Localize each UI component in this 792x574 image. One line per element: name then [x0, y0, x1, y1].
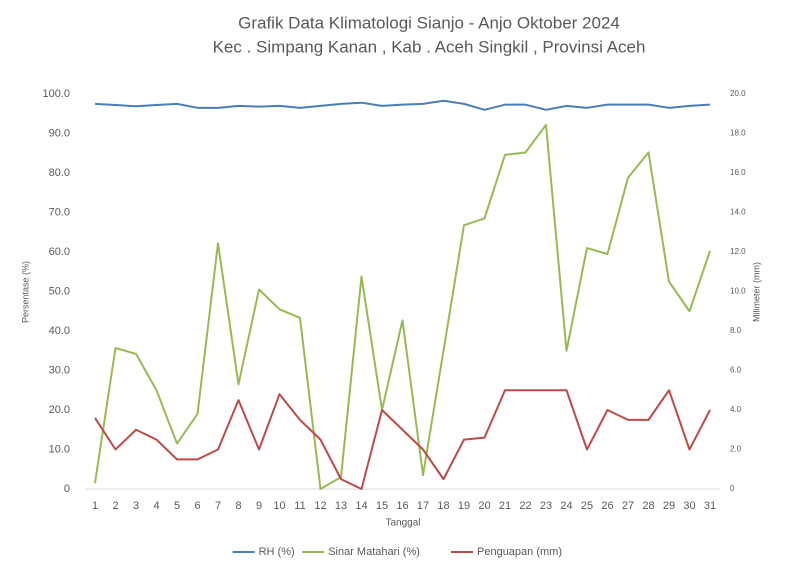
y-tick-label: 10.0	[49, 443, 70, 455]
x-tick-label: 4	[153, 500, 159, 512]
y-tick-label: 70.0	[49, 206, 70, 218]
x-tick-label: 8	[235, 500, 241, 512]
x-tick-label: 21	[499, 500, 511, 512]
x-tick-label: 2	[112, 500, 118, 512]
y2-tick-label: 6.0	[730, 366, 742, 375]
x-tick-label: 28	[642, 500, 654, 512]
x-tick-label: 14	[355, 500, 367, 512]
x-tick-label: 16	[396, 500, 408, 512]
x-tick-label: 5	[174, 500, 180, 512]
x-tick-label: 11	[294, 500, 305, 512]
y2-tick-label: 8.0	[730, 326, 742, 335]
x-tick-label: 22	[519, 500, 531, 512]
x-tick-label: 19	[458, 500, 470, 512]
x-tick-label: 12	[314, 500, 326, 512]
x-tick-label: 30	[683, 500, 695, 512]
y2-tick-label: 20.0	[730, 89, 746, 98]
x-tick-label: 1	[92, 500, 98, 512]
y2-tick-label: 2.0	[730, 445, 742, 454]
x-tick-label: 13	[335, 500, 347, 512]
x-tick-label: 7	[215, 500, 221, 512]
x-tick-label: 29	[663, 500, 675, 512]
y-tick-label: 60.0	[49, 246, 70, 258]
y2-tick-label: 0	[730, 484, 735, 493]
y-tick-label: 50.0	[49, 285, 70, 297]
y2-tick-label: 16.0	[730, 168, 746, 177]
series-line	[94, 123, 711, 490]
chart-subtitle: Kec . Simpang Kanan , Kab . Aceh Singkil…	[213, 37, 646, 56]
y2-tick-label: 18.0	[730, 129, 746, 138]
series-line	[94, 99, 711, 111]
y-tick-label: 0	[64, 483, 70, 495]
chart-title: Grafik Data Klimatologi Sianjo - Anjo Ok…	[238, 13, 620, 32]
x-tick-label: 6	[194, 500, 200, 512]
x-tick-label: 25	[581, 500, 593, 512]
x-tick-label: 27	[622, 500, 634, 512]
x-tick-label: 20	[478, 500, 490, 512]
y-tick-label: 30.0	[49, 364, 70, 376]
x-tick-label: 23	[540, 500, 552, 512]
x-tick-label: 24	[560, 500, 572, 512]
legend-label: Penguapan (mm)	[477, 546, 562, 558]
y-tick-label: 90.0	[49, 127, 70, 139]
y-axis-title: Persentase (%)	[20, 261, 30, 323]
y-tick-label: 20.0	[49, 404, 70, 416]
y-tick-label: 80.0	[49, 167, 70, 179]
x-axis-title: Tanggal	[385, 518, 420, 529]
y2-tick-label: 14.0	[730, 208, 746, 217]
x-tick-label: 10	[273, 500, 285, 512]
y-tick-label: 40.0	[49, 325, 70, 337]
x-tick-label: 15	[376, 500, 388, 512]
y-tick-label: 100.0	[42, 88, 70, 100]
x-tick-label: 17	[417, 500, 429, 512]
legend-label: RH (%)	[259, 546, 295, 558]
y2-axis-title: Milimeter (mm)	[751, 262, 761, 322]
x-tick-label: 3	[133, 500, 139, 512]
y2-tick-label: 4.0	[730, 405, 742, 414]
series-line	[94, 389, 711, 490]
y2-tick-label: 10.0	[730, 287, 746, 296]
y2-tick-label: 12.0	[730, 247, 746, 256]
x-tick-label: 31	[704, 500, 716, 512]
x-tick-label: 18	[437, 500, 449, 512]
x-tick-label: 26	[601, 500, 613, 512]
x-tick-label: 9	[256, 500, 262, 512]
legend-label: Sinar Matahari (%)	[328, 546, 420, 558]
